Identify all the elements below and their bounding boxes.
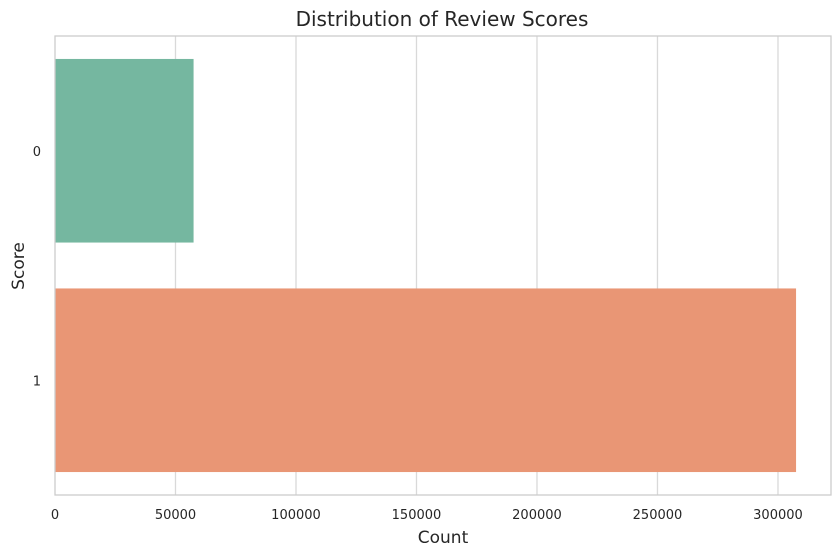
y-axis-label: Score [9, 242, 29, 290]
x-tick-label: 50000 [155, 508, 196, 523]
x-axis-label: Count [418, 528, 469, 548]
plot-frame [54, 35, 832, 496]
x-tick-label: 250000 [633, 508, 683, 523]
y-tick-label: 1 [33, 374, 41, 389]
chart-title: Distribution of Review Scores [296, 7, 589, 31]
x-tick-label: 300000 [753, 508, 803, 523]
x-tick-label: 0 [51, 508, 59, 523]
x-tick-label: 150000 [392, 508, 442, 523]
x-tick-labels: 0 50000 100000 150000 200000 250000 300000 [51, 508, 803, 523]
y-tick-labels: 01 [33, 145, 41, 390]
bar-score-0 [55, 58, 194, 243]
bar-score-1 [55, 288, 797, 473]
x-tick-label: 100000 [271, 508, 321, 523]
y-tick-label: 0 [33, 145, 41, 160]
x-tick-label: 200000 [512, 508, 562, 523]
bars [55, 58, 797, 473]
